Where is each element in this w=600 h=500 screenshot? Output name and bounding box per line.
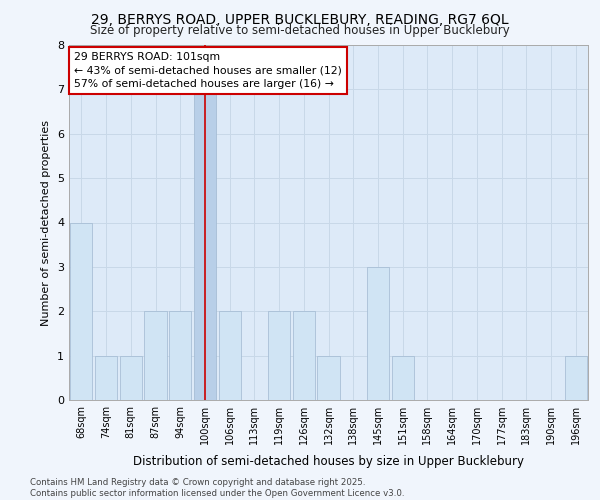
Bar [293, 311, 315, 400]
Bar [95, 356, 117, 400]
Text: Contains HM Land Registry data © Crown copyright and database right 2025.
Contai: Contains HM Land Registry data © Crown c… [30, 478, 404, 498]
Bar [268, 311, 290, 400]
Bar [169, 311, 191, 400]
Text: Size of property relative to semi-detached houses in Upper Bucklebury: Size of property relative to semi-detach… [90, 24, 510, 37]
Bar [194, 90, 216, 400]
Bar [317, 356, 340, 400]
Y-axis label: Number of semi-detached properties: Number of semi-detached properties [41, 120, 52, 326]
Bar [392, 356, 414, 400]
Bar [367, 267, 389, 400]
Bar [145, 311, 167, 400]
Bar [70, 222, 92, 400]
Bar [218, 311, 241, 400]
Bar [565, 356, 587, 400]
Text: 29, BERRYS ROAD, UPPER BUCKLEBURY, READING, RG7 6QL: 29, BERRYS ROAD, UPPER BUCKLEBURY, READI… [91, 12, 509, 26]
X-axis label: Distribution of semi-detached houses by size in Upper Bucklebury: Distribution of semi-detached houses by … [133, 456, 524, 468]
Text: 29 BERRYS ROAD: 101sqm
← 43% of semi-detached houses are smaller (12)
57% of sem: 29 BERRYS ROAD: 101sqm ← 43% of semi-det… [74, 52, 342, 88]
Bar [119, 356, 142, 400]
